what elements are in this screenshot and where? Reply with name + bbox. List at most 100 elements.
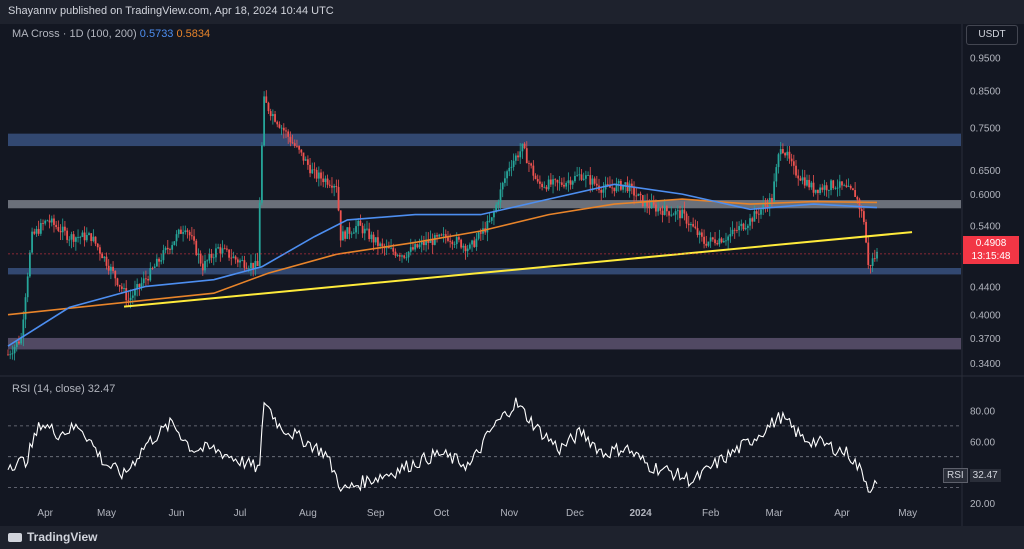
candle-body (720, 238, 723, 243)
candle-body (810, 182, 813, 188)
tradingview-brand: TradingView (27, 530, 98, 544)
candle-body (177, 229, 180, 235)
tradingview-logo[interactable]: TradingView (8, 530, 97, 544)
candle-body (184, 230, 187, 233)
candle-body (394, 251, 397, 256)
candle-body (243, 260, 246, 268)
candle-body (166, 247, 169, 250)
candle-body (576, 175, 579, 177)
candle-body (120, 286, 123, 289)
candle-body (431, 239, 434, 245)
candle-body (858, 199, 861, 210)
candle-body (241, 260, 244, 261)
candle-body (396, 255, 399, 257)
candle-body (436, 235, 438, 237)
candle-body (847, 185, 850, 187)
candle-body (563, 184, 565, 187)
candle-body (841, 181, 843, 186)
candle-body (648, 206, 651, 209)
candle-body (558, 182, 561, 184)
candle-body (705, 243, 708, 246)
candle-body (530, 163, 533, 166)
candle-body (762, 204, 765, 210)
candle-body (536, 178, 539, 182)
candle-body (676, 210, 679, 212)
candle-body (420, 241, 423, 245)
candle-body (613, 187, 616, 192)
candle-body (304, 159, 307, 161)
candle-body (865, 221, 867, 243)
candle-body (212, 257, 215, 259)
candle-body (20, 337, 23, 344)
rsi-axis-tick: 80.00 (970, 406, 995, 417)
candle-body (412, 247, 414, 250)
candle-body (860, 209, 863, 212)
candle-body (363, 228, 366, 234)
candle-body (254, 260, 257, 269)
candle-body (74, 237, 77, 242)
candle-body (72, 234, 75, 242)
candle-body (31, 231, 33, 253)
candle-body (451, 241, 454, 245)
candle-body (560, 182, 563, 185)
candle-body (422, 241, 425, 246)
candle-body (587, 175, 589, 176)
candle-body (674, 211, 677, 215)
rsi-legend[interactable]: RSI (14, close) 32.47 (12, 383, 116, 395)
candle-body (385, 246, 388, 249)
candle-body (473, 240, 476, 247)
rsi-tag-label: RSI (943, 468, 968, 483)
time-axis-tick: Mar (766, 508, 784, 519)
candle-body (681, 209, 684, 219)
candle-body (285, 130, 287, 132)
ma-cross-legend[interactable]: MA Cross · 1D (100, 200) 0.5733 0.5834 (12, 28, 210, 40)
candle-body (252, 262, 255, 269)
candle-body (107, 265, 110, 271)
candle-body (777, 154, 780, 168)
candle-body (105, 256, 108, 266)
candle-body (876, 251, 878, 259)
candle-body (766, 205, 769, 209)
candle-body (92, 236, 95, 242)
candle-body (398, 255, 401, 257)
candle-body (792, 161, 795, 166)
candle-body (416, 244, 419, 248)
candle-body (289, 136, 292, 143)
candle-body (771, 197, 773, 202)
candle-body (440, 234, 443, 236)
candle-body (387, 246, 390, 249)
candle-body (162, 250, 165, 261)
candle-body (217, 247, 220, 249)
price-axis-tick: 0.9500 (970, 53, 1001, 64)
candle-body (7, 354, 9, 356)
time-axis-tick: Aug (299, 508, 317, 519)
candle-body (342, 231, 344, 241)
candle-body (261, 145, 263, 203)
candle-body (541, 183, 544, 188)
candle-body (149, 268, 152, 281)
candle-body (46, 220, 49, 222)
last-price-value: 0.4908 (975, 238, 1007, 249)
ma100-value: 0.5733 (139, 28, 174, 40)
currency-button[interactable]: USDT (966, 25, 1018, 45)
lower-zone (8, 337, 961, 350)
candle-body (94, 236, 97, 244)
candle-body (322, 178, 325, 183)
candle-body (659, 208, 662, 211)
candle-body (733, 229, 736, 231)
candle-body (265, 96, 268, 103)
rsi-line (7, 397, 878, 493)
candle-body (464, 245, 467, 252)
candle-body (825, 185, 828, 191)
price-axis-tick: 0.3700 (970, 334, 1001, 345)
candle-body (320, 172, 322, 179)
candle-body (466, 248, 469, 252)
price-axis-tick: 0.5400 (970, 221, 1001, 232)
top-bar: Shayannv published on TradingView.com, A… (0, 0, 1024, 24)
candle-body (637, 193, 640, 196)
candle-body (352, 232, 355, 234)
candle-body (661, 210, 664, 215)
candle-body (795, 165, 797, 176)
candle-body (753, 211, 756, 222)
